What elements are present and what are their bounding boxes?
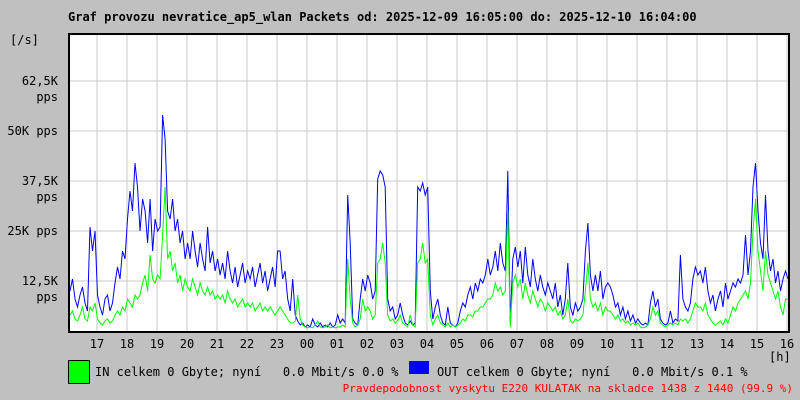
warning-text: Pravdepodobnost vyskytu E220 KULATAK na … (342, 382, 793, 395)
x-tick-label: 19 (149, 337, 165, 351)
y-axis-unit-label: [/s] (10, 33, 39, 47)
x-tick-label: 06 (479, 337, 495, 351)
plot-area (68, 33, 790, 333)
x-tick-label: 01 (329, 337, 345, 351)
traffic-graph-svg (70, 35, 788, 331)
x-tick-label: 21 (209, 337, 225, 351)
x-tick-label: 15 (749, 337, 765, 351)
x-tick-label: 09 (569, 337, 585, 351)
x-tick-label: 23 (269, 337, 285, 351)
x-tick-label: 22 (239, 337, 255, 351)
in-series-line (70, 186, 788, 329)
out-legend-label: OUT celkem 0 Gbyte; nyní 0.0 Mbit/s 0.1 … (437, 365, 748, 379)
x-tick-label: 02 (359, 337, 375, 351)
y-tick-label: 62,5K pps (21, 74, 58, 104)
x-tick-label: 07 (509, 337, 525, 351)
x-tick-label: 04 (419, 337, 435, 351)
x-tick-label: 13 (689, 337, 705, 351)
x-tick-label: 03 (389, 337, 405, 351)
y-tick-label: 50K pps (7, 124, 58, 138)
x-tick-label: 10 (599, 337, 615, 351)
x-axis-unit-label: [h] (769, 350, 791, 364)
x-tick-label: 18 (119, 337, 135, 351)
x-tick-label: 08 (539, 337, 555, 351)
in-legend-label: IN celkem 0 Gbyte; nyní 0.0 Mbit/s 0.0 % (95, 365, 399, 379)
y-tick-label: 25K pps (7, 224, 58, 238)
chart-title: Graf provozu nevratice_ap5_wlan Packets … (68, 10, 697, 24)
x-tick-label: 20 (179, 337, 195, 351)
x-tick-label: 16 (779, 337, 795, 351)
x-tick-label: 17 (89, 337, 105, 351)
x-tick-label: 05 (449, 337, 465, 351)
y-tick-label: 12,5K pps (21, 274, 58, 304)
in-legend-swatch (68, 360, 90, 384)
x-tick-label: 11 (629, 337, 645, 351)
out-legend-swatch (409, 361, 429, 374)
x-tick-label: 14 (719, 337, 735, 351)
x-tick-label: 00 (299, 337, 315, 351)
out-series-line (70, 114, 788, 328)
y-tick-label: 37,5K pps (21, 174, 58, 204)
x-tick-label: 12 (659, 337, 675, 351)
